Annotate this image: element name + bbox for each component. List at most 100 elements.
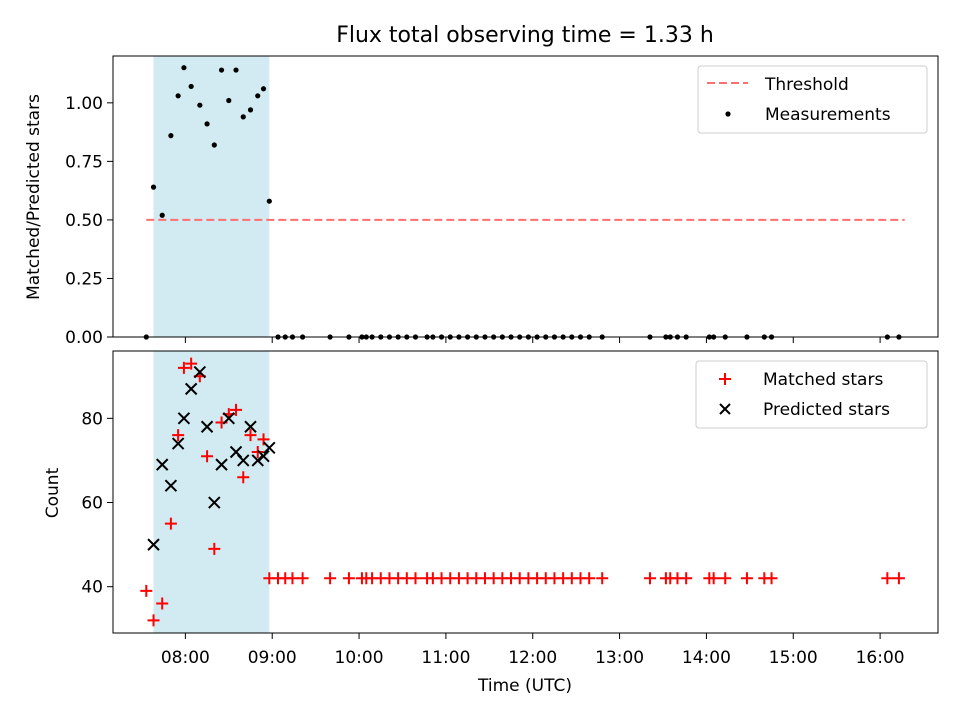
predicted-star-point bbox=[164, 479, 178, 492]
bottom-x-ticks: 08:00 09:00 10:00 11:00 12:00 13:00 14:00 15:00… bbox=[161, 633, 905, 668]
top-x-ticks bbox=[184, 337, 881, 343]
top-y-tick-label: 0.00 bbox=[65, 328, 103, 348]
measurement-point bbox=[159, 212, 165, 218]
predicted-star-point bbox=[237, 454, 250, 467]
bottom-y-axis-label: Count bbox=[43, 467, 63, 518]
bottom-shaded-span bbox=[153, 351, 270, 633]
matched-star-point bbox=[237, 471, 250, 484]
predicted-star-point bbox=[156, 458, 169, 471]
bottom-panel: 40 60 80 08:00 09:00 10:00 11:00 12:00 13:00 14:… bbox=[43, 350, 939, 696]
top-legend: Threshold Measurements bbox=[697, 65, 928, 134]
measurement-point bbox=[188, 83, 194, 90]
matched-star-point bbox=[208, 542, 221, 555]
measurement-point bbox=[255, 93, 261, 99]
measurement-point bbox=[266, 198, 272, 204]
matched-star-point bbox=[251, 446, 264, 459]
matched-star-point bbox=[324, 572, 337, 585]
bottom-y-ticks: 40 60 80 bbox=[81, 409, 113, 598]
predicted-star-point bbox=[244, 420, 257, 433]
predicted-star-point bbox=[263, 441, 276, 455]
matched-star-point bbox=[342, 572, 355, 585]
predicted-star-point bbox=[147, 538, 160, 551]
x-tick-label: 12:00 bbox=[508, 648, 557, 668]
measurement-point bbox=[211, 142, 217, 148]
matched-star-point bbox=[707, 572, 720, 585]
predicted-star-point bbox=[193, 365, 207, 379]
matched-star-point bbox=[201, 450, 214, 463]
measurement-point bbox=[240, 114, 246, 120]
matched-star-point bbox=[740, 572, 753, 585]
matched-star-point bbox=[244, 429, 257, 442]
x-tick-label: 15:00 bbox=[769, 648, 818, 668]
measurement-point bbox=[233, 67, 239, 73]
matched-star-point bbox=[892, 572, 905, 585]
x-tick-label: 14:00 bbox=[682, 648, 731, 668]
bottom-legend: Matched stars Predicted stars bbox=[695, 360, 928, 429]
matched-star-point bbox=[156, 597, 169, 610]
measurement-point bbox=[204, 121, 210, 127]
matched-star-point bbox=[286, 572, 299, 585]
matched-star-point bbox=[296, 572, 309, 585]
x-tick-label: 09:00 bbox=[248, 648, 297, 668]
matched-star-point bbox=[164, 517, 177, 530]
top-legend-box bbox=[697, 65, 928, 134]
legend-threshold-label: Threshold bbox=[764, 75, 849, 95]
x-tick-label: 16:00 bbox=[856, 648, 905, 668]
matched-star-point bbox=[719, 572, 732, 585]
legend-predicted-label: Predicted stars bbox=[763, 400, 890, 420]
predicted-star-point bbox=[215, 458, 228, 471]
matched-star-point bbox=[643, 572, 656, 585]
measurement-point bbox=[197, 102, 203, 108]
matched-star-point bbox=[680, 572, 693, 585]
matched-star-point bbox=[140, 584, 153, 597]
matched-star-point bbox=[172, 429, 185, 442]
matched-star-point bbox=[147, 614, 160, 627]
measurement-point bbox=[175, 93, 181, 99]
measurement-point bbox=[218, 67, 225, 73]
matched-star-point bbox=[409, 572, 422, 585]
matched-star-point bbox=[765, 572, 778, 585]
matched-star-point bbox=[177, 361, 190, 374]
legend-measurements-label: Measurements bbox=[765, 105, 891, 125]
measurement-point bbox=[168, 133, 174, 139]
bottom-plot-marks bbox=[140, 357, 905, 627]
matched-star-point bbox=[596, 572, 609, 585]
chart-title: Flux total observing time = 1.33 h bbox=[336, 23, 714, 48]
top-y-axis-label: Matched/Predicted stars bbox=[24, 94, 44, 300]
matched-star-point bbox=[185, 357, 198, 370]
bottom-y-tick-label: 80 bbox=[81, 409, 103, 429]
x-tick-label: 08:00 bbox=[161, 648, 210, 668]
x-axis-label: Time (UTC) bbox=[477, 676, 572, 696]
predicted-star-point bbox=[222, 412, 235, 425]
matched-star-point bbox=[230, 403, 243, 416]
x-tick-label: 11:00 bbox=[421, 648, 470, 668]
measurement-point bbox=[247, 107, 254, 113]
predicted-star-point bbox=[200, 420, 214, 433]
predicted-star-point bbox=[177, 412, 191, 425]
top-shaded-span bbox=[153, 56, 270, 337]
predicted-star-point bbox=[257, 450, 270, 463]
top-y-tick-label: 1.00 bbox=[65, 94, 103, 114]
top-y-ticks: 0.00 0.25 0.50 0.75 1.00 bbox=[65, 94, 113, 348]
predicted-star-point bbox=[171, 437, 185, 450]
top-y-tick-label: 0.75 bbox=[65, 152, 103, 172]
top-panel: 0.00 0.25 0.50 0.75 1.00 Flux total observin… bbox=[24, 23, 939, 348]
x-tick-label: 13:00 bbox=[595, 648, 644, 668]
legend-matched-swatch bbox=[719, 373, 731, 385]
top-y-tick-label: 0.50 bbox=[65, 211, 103, 231]
bottom-axes-frame bbox=[112, 350, 939, 634]
matched-star-point bbox=[881, 572, 894, 585]
matched-star-point bbox=[583, 572, 596, 585]
legend-measurements-swatch bbox=[725, 111, 731, 117]
bottom-y-tick-label: 60 bbox=[81, 494, 103, 514]
measurement-point bbox=[150, 184, 157, 190]
predicted-star-point bbox=[184, 382, 198, 396]
predicted-star-point bbox=[208, 496, 221, 509]
measurement-point bbox=[260, 86, 267, 92]
predicted-star-point bbox=[251, 454, 264, 467]
bottom-y-tick-label: 40 bbox=[81, 578, 103, 598]
measurement-point bbox=[181, 65, 187, 71]
x-tick-label: 10:00 bbox=[335, 648, 384, 668]
bottom-legend-box bbox=[695, 360, 928, 429]
